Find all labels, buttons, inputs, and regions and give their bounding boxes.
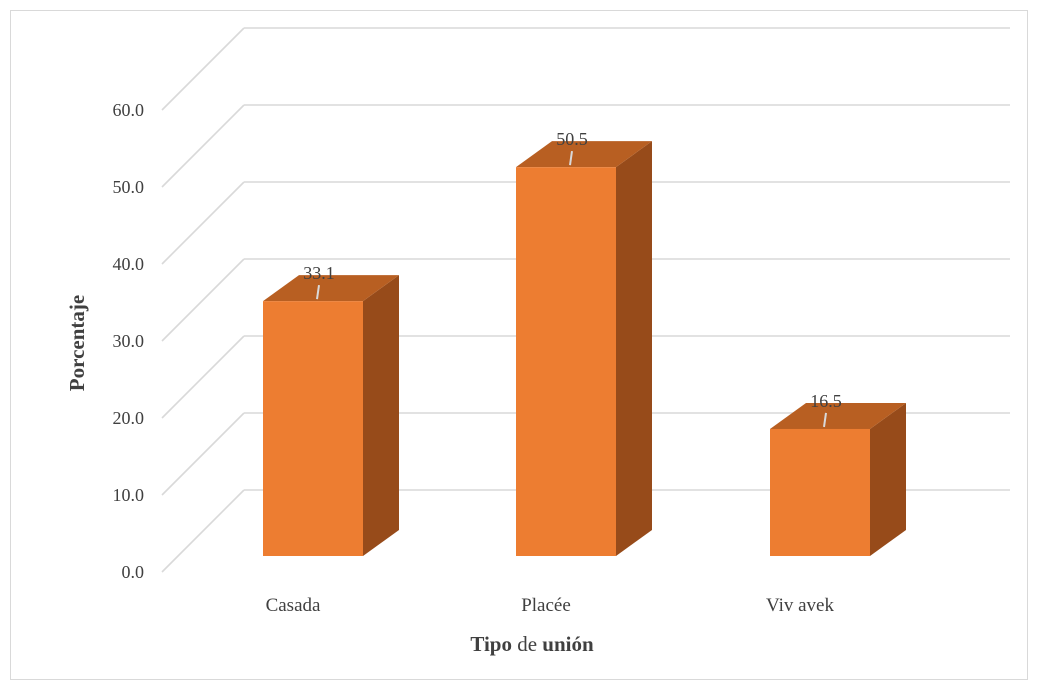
y-tick-label: 40.0 <box>113 254 145 274</box>
x-axis-title-part1: Tipo <box>470 632 512 656</box>
bar <box>263 301 363 556</box>
gridline-diagonal <box>161 489 245 573</box>
x-axis-title: Tipo de unión <box>470 632 594 656</box>
x-axis-title-part3: unión <box>542 632 594 656</box>
data-labels: 33.1 50.5 16.5 <box>303 129 842 428</box>
y-tick-label: 50.0 <box>113 177 145 197</box>
bar-top <box>770 402 906 429</box>
y-tick-label: 60.0 <box>113 100 145 120</box>
gridline-diagonal <box>161 181 245 265</box>
gridline-diagonal <box>161 335 245 419</box>
bar-side <box>616 141 652 556</box>
data-label-leader <box>823 412 827 428</box>
x-axis-categories: Casada Placée Viv avek <box>266 595 835 616</box>
data-label: 50.5 <box>556 129 588 149</box>
data-label: 33.1 <box>303 263 335 283</box>
data-label-leader <box>569 151 573 166</box>
y-axis-ticks: 0.0 10.0 20.0 30.0 40.0 50.0 60.0 <box>113 100 145 582</box>
bars <box>263 141 906 556</box>
x-category-label: Viv avek <box>766 595 834 616</box>
bar-top <box>516 141 652 168</box>
bar-top <box>263 275 399 302</box>
data-label-leader <box>316 284 320 300</box>
gridline-diagonal <box>161 258 245 342</box>
gridline-diagonal <box>161 27 245 111</box>
y-tick-label: 10.0 <box>113 485 145 505</box>
x-category-label: Casada <box>266 595 321 616</box>
bar <box>770 428 870 556</box>
bar <box>516 167 616 556</box>
gridline-diagonal <box>161 104 245 188</box>
y-tick-label: 30.0 <box>113 331 145 351</box>
y-axis-title: Porcentaje <box>65 295 89 391</box>
y-tick-label: 20.0 <box>113 408 145 428</box>
x-axis-title-part2: de <box>517 632 542 656</box>
bar-side <box>870 402 906 556</box>
data-label: 16.5 <box>810 391 842 411</box>
x-category-label: Placée <box>521 595 571 616</box>
y-tick-label: 0.0 <box>122 562 145 582</box>
gridline-diagonal <box>161 412 245 496</box>
bar-side <box>363 275 399 556</box>
